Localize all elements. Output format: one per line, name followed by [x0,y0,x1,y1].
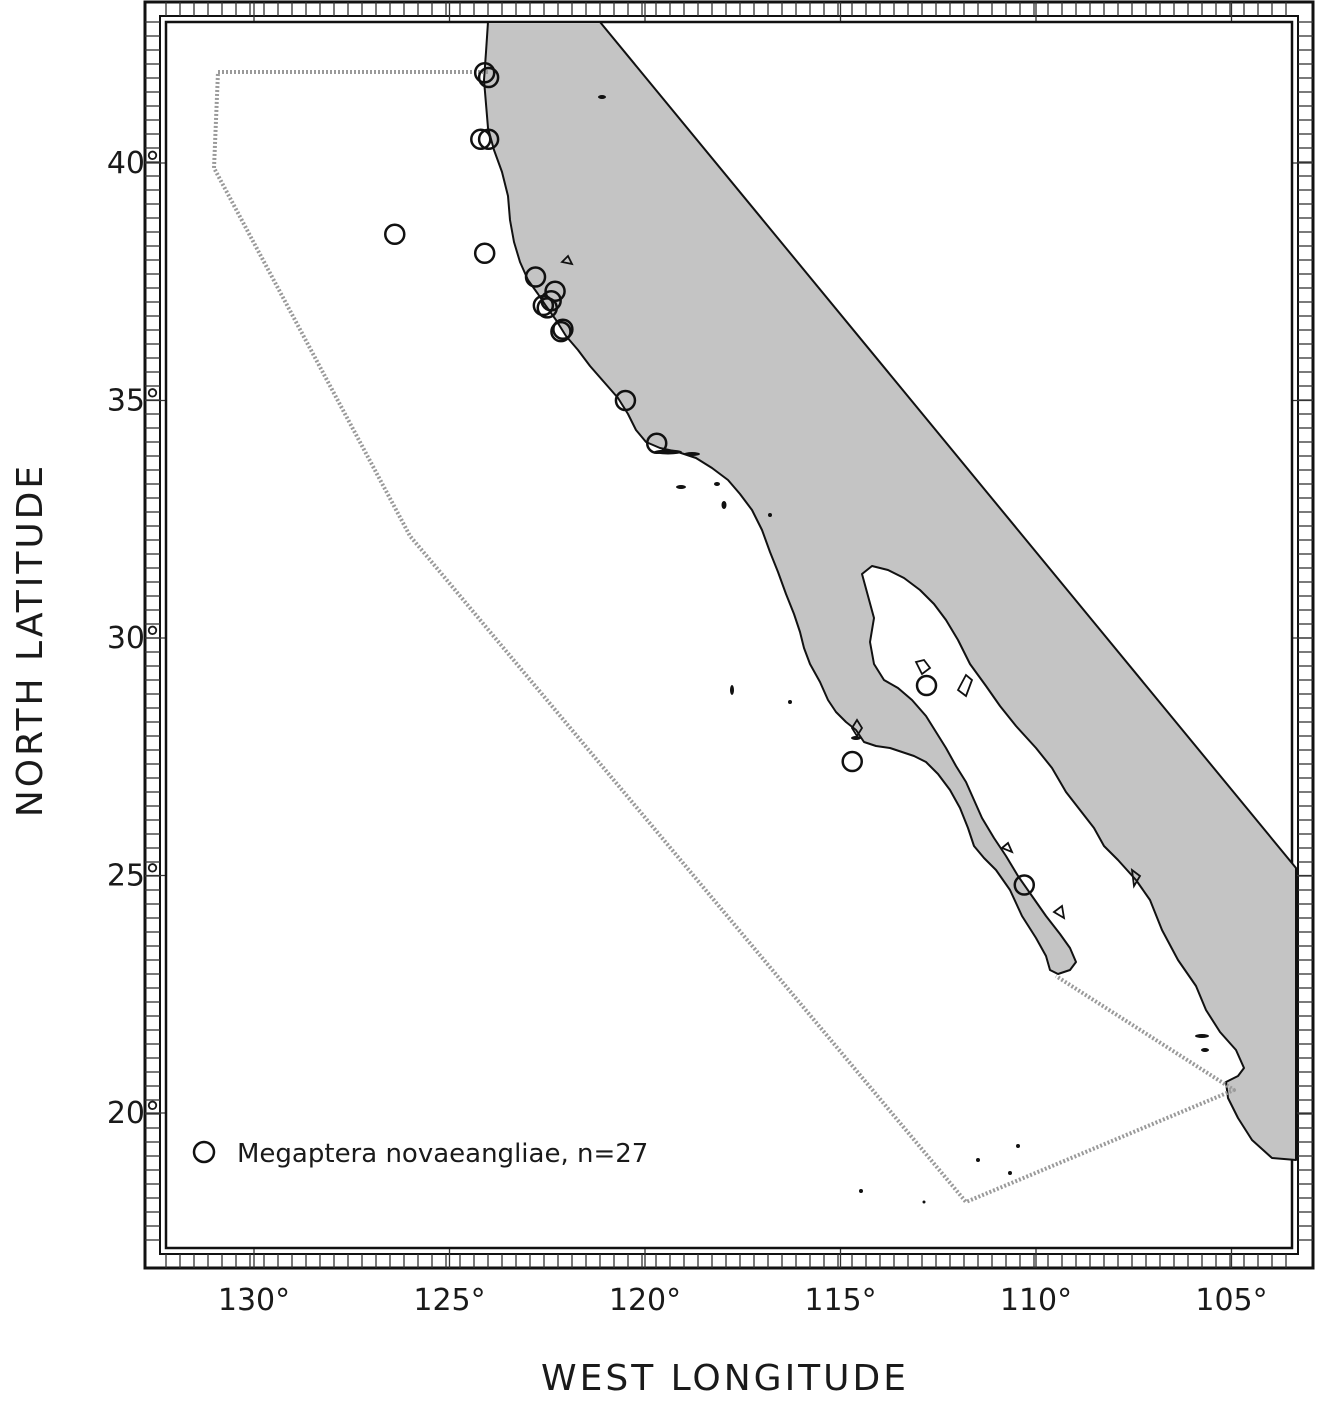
mainland-landmass [483,21,1297,1161]
x-tick-label: 115° [804,1283,876,1318]
sighting-marker [532,294,555,317]
sighting-marker [550,320,572,343]
y-axis-title: NORTH LATITUDE [10,463,51,817]
x-tick-label: 110° [1000,1283,1072,1318]
x-tick-label: 125° [413,1283,485,1318]
sighting-marker [473,242,496,264]
sighting-marker [524,266,547,288]
legend-label: Megaptera novaeangliae, n=27 [237,1139,648,1169]
sighting-marker [477,66,500,89]
y-tick-label: 30° [107,621,160,656]
x-axis-title: WEST LONGITUDE [541,1358,909,1399]
sighting-marker [552,318,574,340]
sighting-marker [470,128,492,150]
x-tick-label: 130° [218,1283,290,1318]
sighting-marker [473,62,496,84]
y-tick-label: 40° [107,146,160,181]
sighting-marker [645,432,668,454]
sighting-marker [614,389,637,412]
legend-marker [192,1140,216,1164]
sighting-marker [1013,874,1036,896]
x-tick-labels: 130° 125° 120° 115° 110° 105° [218,1283,1268,1318]
x-tick-label: 120° [609,1283,681,1318]
x-tick-label: 105° [1195,1283,1267,1318]
sighting-marker [915,674,938,697]
y-tick-labels: 40° 35° 30° 25° 20° [107,146,160,1131]
sighting-marker [384,223,406,245]
study-area-boundary [212,70,1236,1204]
outlined-islands [560,254,1142,920]
islands [598,95,1209,1204]
y-tick-label: 25° [107,859,160,894]
sightings-layer [384,62,1036,896]
legend: Megaptera novaeangliae, n=27 [192,1139,648,1169]
sighting-marker [536,297,558,319]
map-frame [143,0,1315,1270]
map-plot-area: Megaptera novaeangliae, n=27 [164,20,1297,1250]
sighting-marker [477,128,500,150]
y-tick-label: 20° [107,1096,160,1131]
y-tick-label: 35° [107,384,160,419]
sighting-marker [841,750,863,773]
